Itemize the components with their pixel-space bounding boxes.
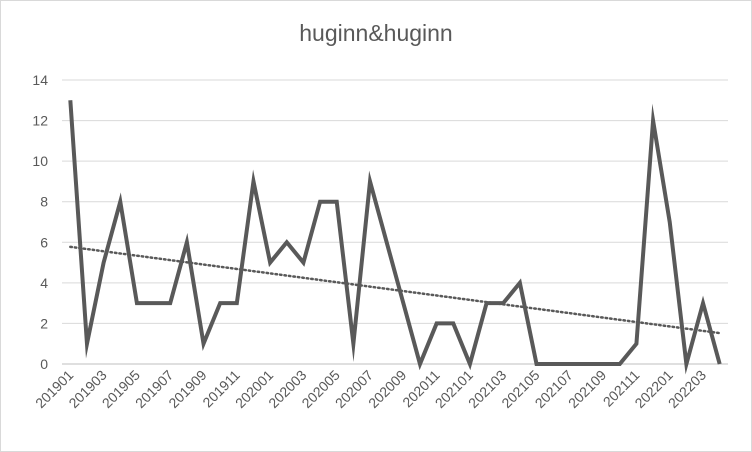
x-tick-label: 202203 <box>665 367 709 411</box>
data-point <box>718 362 722 366</box>
data-point <box>584 362 588 366</box>
data-point <box>568 362 572 366</box>
data-point <box>435 321 439 325</box>
y-tick-label: 6 <box>40 234 48 250</box>
x-tick-label: 201909 <box>165 367 209 411</box>
data-point <box>202 342 206 346</box>
data-point <box>501 301 505 305</box>
y-tick-label: 8 <box>40 194 48 210</box>
data-point <box>152 301 156 305</box>
data-point <box>684 362 688 366</box>
data-point <box>351 342 355 346</box>
trendline-layer <box>69 245 721 335</box>
data-point <box>318 200 322 204</box>
data-point <box>118 200 122 204</box>
data-point <box>518 281 522 285</box>
data-point <box>601 362 605 366</box>
y-tick-label: 12 <box>32 113 48 129</box>
y-tick-label: 14 <box>32 72 48 88</box>
data-point <box>468 362 472 366</box>
series-line <box>68 100 722 375</box>
y-tick-labels: 0 2 4 6 8 10 12 14 <box>32 72 48 372</box>
x-tick-labels: 2019012019032019052019072019092019112020… <box>32 367 709 411</box>
data-point <box>485 301 489 305</box>
data-point <box>301 261 305 265</box>
data-point <box>218 301 222 305</box>
data-point <box>618 362 622 366</box>
x-tick-label: 202009 <box>365 367 409 411</box>
chart-title: huginn&huginn <box>299 20 453 46</box>
data-point <box>535 362 539 366</box>
y-tick-label: 10 <box>32 153 48 169</box>
data-point <box>385 240 389 244</box>
data-point <box>185 240 189 244</box>
data-point <box>701 301 705 305</box>
y-tick-label: 0 <box>40 356 48 372</box>
data-point <box>401 301 405 305</box>
data-point <box>85 342 89 346</box>
data-point <box>268 261 272 265</box>
data-point <box>335 200 339 204</box>
data-point <box>451 321 455 325</box>
trendline <box>69 245 721 335</box>
data-point <box>251 179 255 183</box>
data-point <box>634 342 638 346</box>
data-point <box>418 362 422 366</box>
data-point <box>68 98 72 102</box>
data-point <box>235 301 239 305</box>
data-point <box>368 179 372 183</box>
data-point <box>551 362 555 366</box>
gridlines <box>62 79 728 365</box>
data-point <box>285 240 289 244</box>
y-tick-label: 4 <box>40 275 48 291</box>
series-layer <box>68 98 722 375</box>
y-tick-label: 2 <box>40 315 48 331</box>
data-point <box>651 119 655 123</box>
data-point <box>668 220 672 224</box>
data-point <box>168 301 172 305</box>
x-tick-label: 202109 <box>565 367 609 411</box>
data-point <box>135 301 139 305</box>
data-point <box>102 261 106 265</box>
